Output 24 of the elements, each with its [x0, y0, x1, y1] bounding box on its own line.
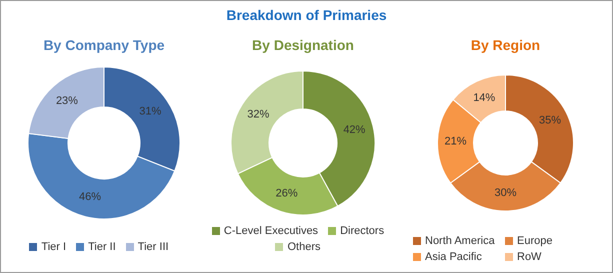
legend-label: C-Level Executives: [224, 225, 318, 237]
legend-label: Asia Pacific: [425, 251, 482, 263]
legend-label: Tier II: [88, 241, 116, 253]
chart-title: By Designation: [251, 37, 355, 53]
data-label: 35%: [539, 114, 562, 126]
data-label: 23%: [56, 94, 78, 107]
data-label: 42%: [343, 124, 366, 136]
legend-label: Tier I: [41, 241, 66, 253]
data-label: 31%: [139, 106, 162, 118]
data-label: 46%: [79, 191, 102, 204]
legend-label: RoW: [517, 251, 542, 263]
data-label: 14%: [473, 92, 496, 104]
data-label: 30%: [494, 187, 517, 199]
legend-label: North America: [425, 235, 495, 247]
data-label: 26%: [276, 187, 298, 200]
data-label: 32%: [247, 108, 270, 121]
legend-label: Directors: [340, 225, 384, 237]
legend-label: Tier III: [138, 241, 169, 253]
legend-label: Others: [287, 241, 320, 253]
chart-title: By Company Type: [42, 37, 166, 53]
data-label: 21%: [444, 135, 467, 148]
text: Breakdown of Primaries: [225, 7, 388, 23]
legend-label: Europe: [517, 235, 552, 247]
chart-title: By Region: [470, 37, 542, 53]
